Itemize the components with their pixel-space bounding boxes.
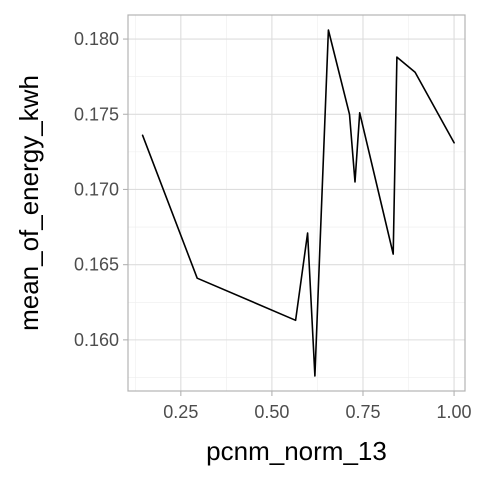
y-tick-label: 0.165: [74, 255, 119, 275]
x-tick-label: 0.75: [345, 402, 380, 422]
series-layer: [141, 29, 455, 377]
x-tick-label: 0.25: [163, 402, 198, 422]
y-tick-label: 0.170: [74, 179, 119, 199]
grid: [128, 15, 465, 391]
y-axis-title: mean_of_energy_kwh: [14, 75, 44, 331]
y-tick-label: 0.160: [74, 330, 119, 350]
y-tick-label: 0.180: [74, 29, 119, 49]
axis-ticks: 0.25 0.50 0.75 1.00 0.160 0.165 0.170 0.175 0.18…: [74, 29, 472, 422]
series-line: [141, 29, 455, 377]
x-tick-label: 1.00: [437, 402, 472, 422]
y-tick-label: 0.175: [74, 104, 119, 124]
plot-panel-border: [127, 14, 466, 392]
x-tick-label: 0.50: [254, 402, 289, 422]
x-axis-title: pcnm_norm_13: [206, 436, 387, 466]
